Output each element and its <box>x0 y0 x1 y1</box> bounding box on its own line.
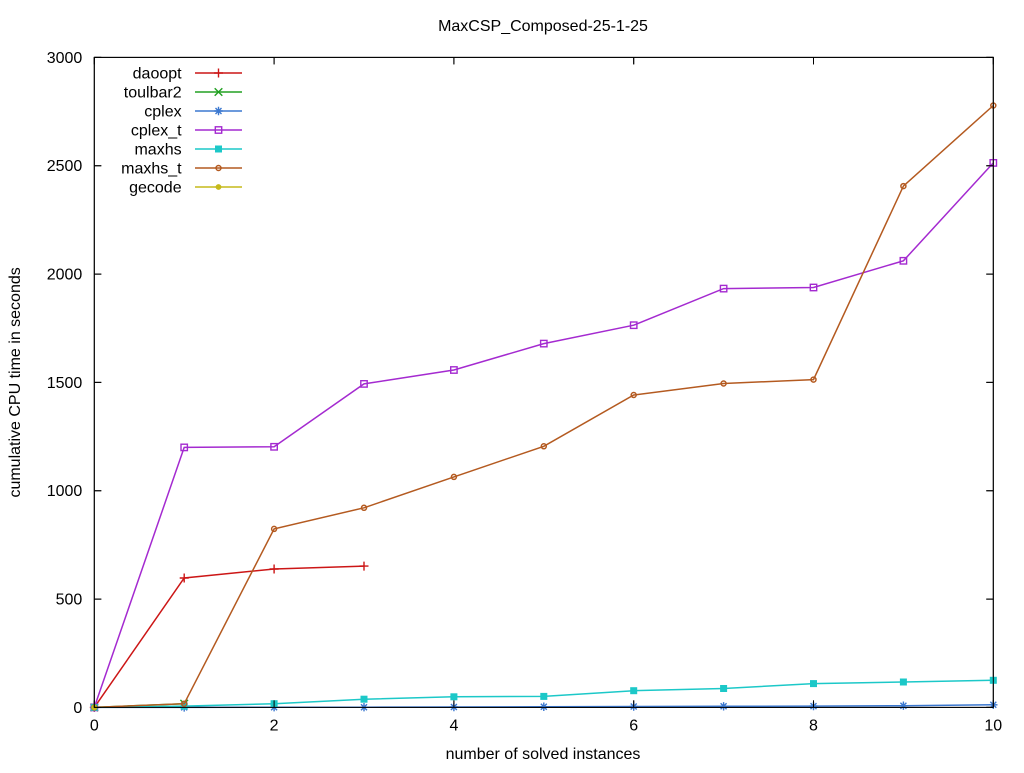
svg-text:0: 0 <box>73 700 82 717</box>
svg-text:gecode: gecode <box>129 180 182 197</box>
svg-text:4: 4 <box>449 717 458 734</box>
svg-text:2500: 2500 <box>47 158 83 175</box>
svg-text:0: 0 <box>90 717 99 734</box>
svg-text:8: 8 <box>809 717 818 734</box>
svg-text:cumulative CPU time in seconds: cumulative CPU time in seconds <box>7 267 24 497</box>
svg-text:1000: 1000 <box>47 483 83 500</box>
svg-text:3000: 3000 <box>47 50 83 67</box>
svg-text:6: 6 <box>629 717 638 734</box>
svg-text:daoopt: daoopt <box>133 66 182 83</box>
svg-text:2000: 2000 <box>47 267 83 284</box>
svg-text:MaxCSP_Composed-25-1-25: MaxCSP_Composed-25-1-25 <box>438 18 648 35</box>
svg-text:500: 500 <box>56 592 83 609</box>
svg-text:1500: 1500 <box>47 375 83 392</box>
svg-text:cplex_t: cplex_t <box>131 123 182 140</box>
svg-text:maxhs: maxhs <box>134 142 181 159</box>
svg-text:cplex: cplex <box>144 104 181 121</box>
svg-text:maxhs_t: maxhs_t <box>121 161 182 178</box>
svg-text:2: 2 <box>270 717 279 734</box>
svg-text:10: 10 <box>984 717 1002 734</box>
svg-text:number of solved instances: number of solved instances <box>446 746 641 763</box>
svg-text:toulbar2: toulbar2 <box>124 85 182 102</box>
